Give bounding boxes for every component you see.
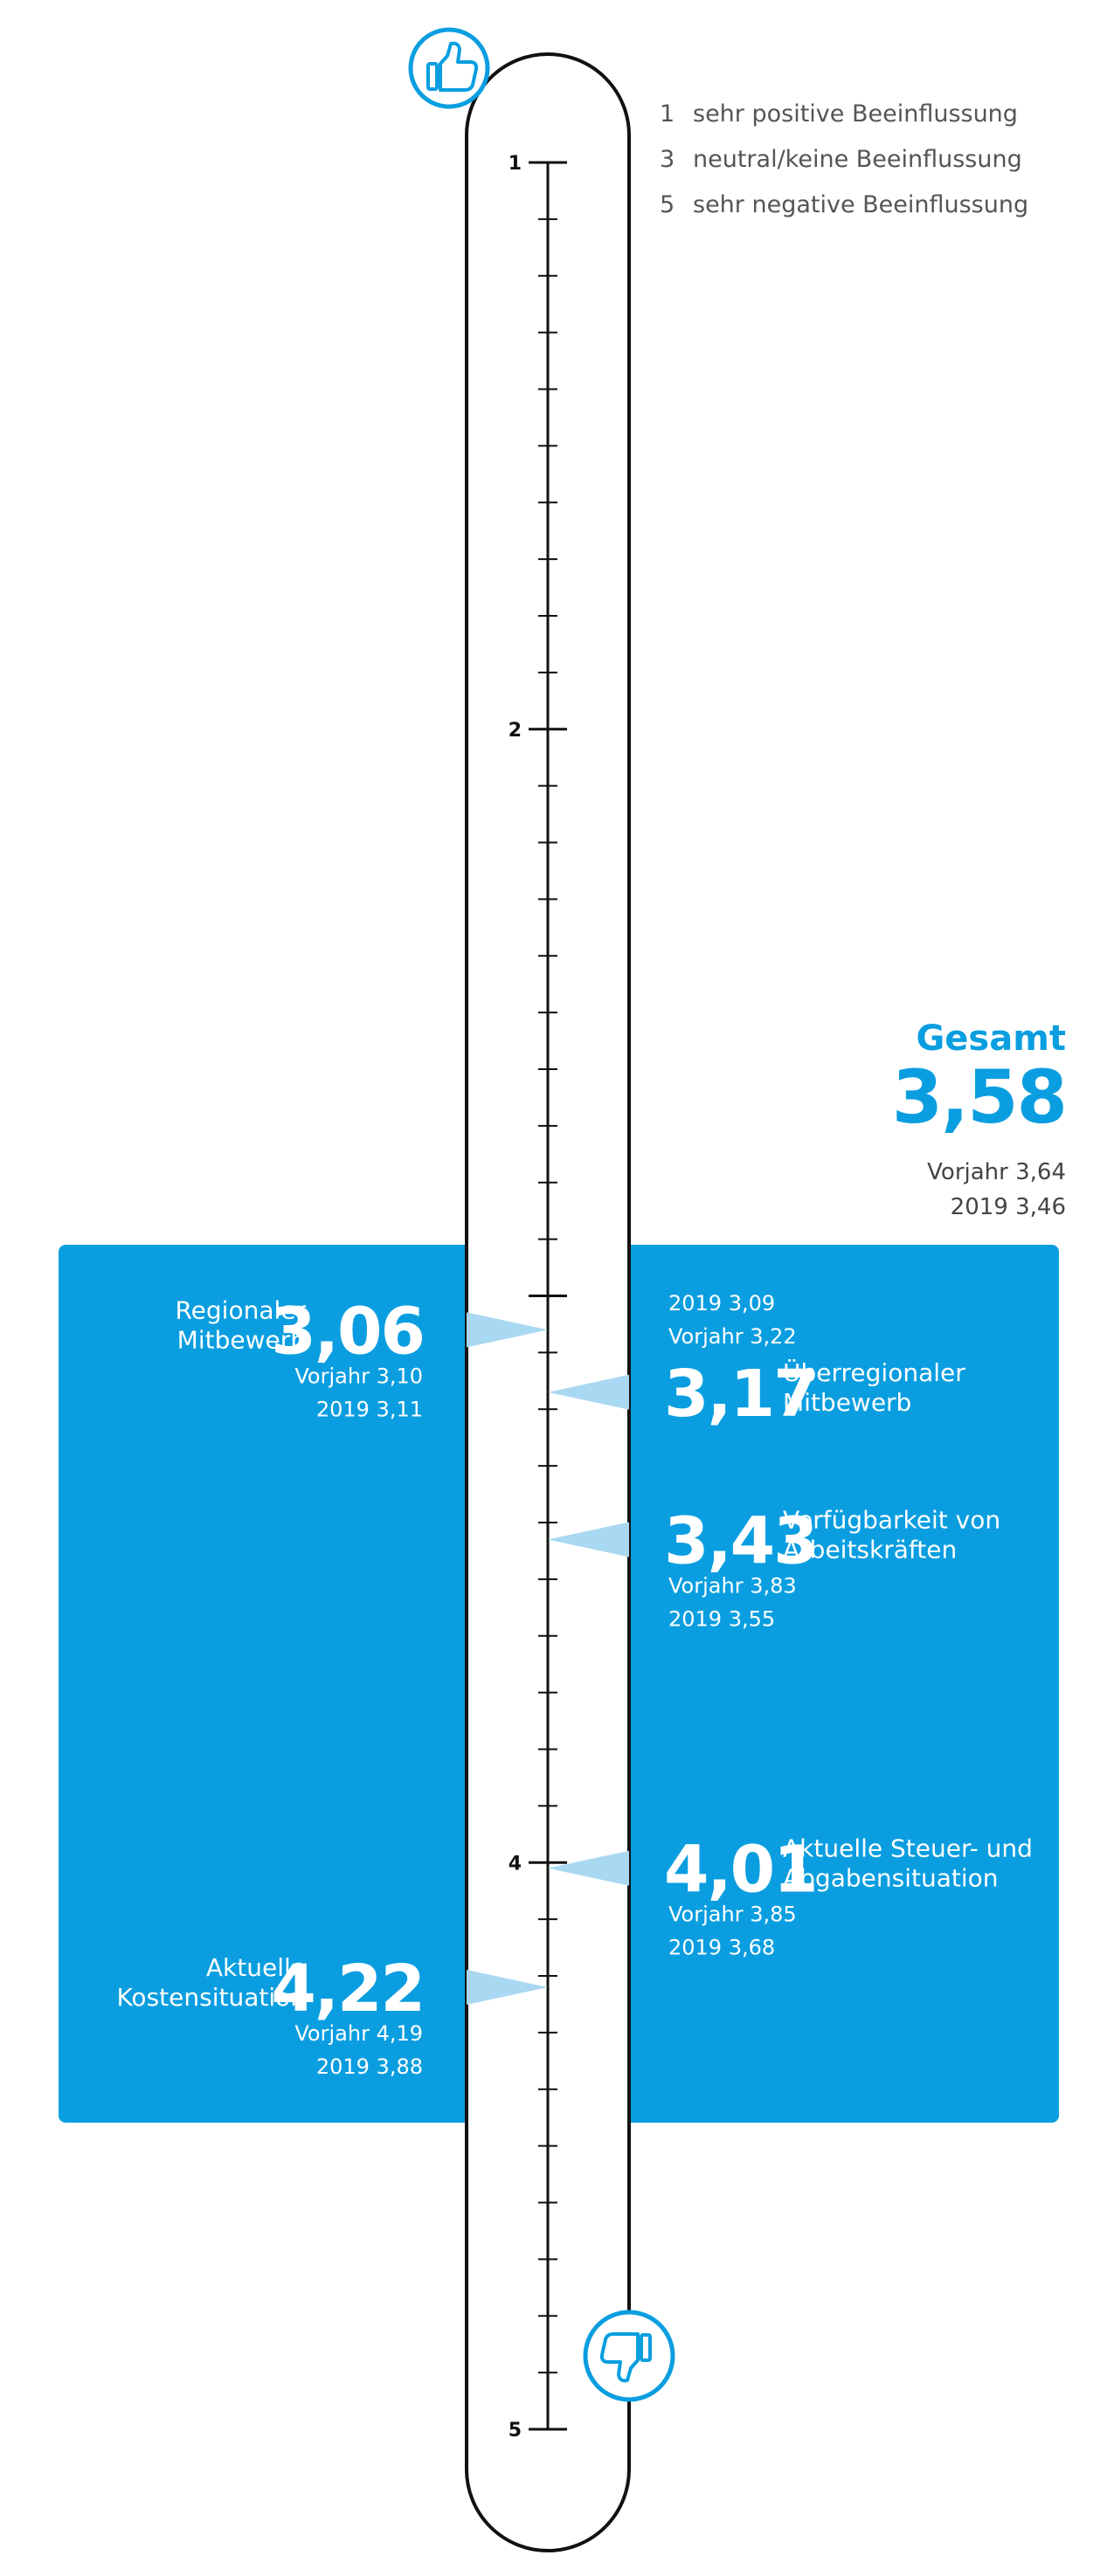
value-prev: Vorjahr 3,10 xyxy=(294,1364,423,1388)
value-number: 3,06 xyxy=(271,1294,424,1369)
legend-text-1: sehr positive Beeinflussung xyxy=(693,100,1018,128)
value-2019: 2019 3,68 xyxy=(668,1936,775,1960)
value-2019: 2019 3,55 xyxy=(668,1606,775,1631)
total-prev: Vorjahr 3,64 xyxy=(927,1159,1066,1185)
value-pointer xyxy=(467,1969,548,2005)
value-number: 4,01 xyxy=(664,1833,817,1908)
value-label-line: Abgabensituation xyxy=(783,1864,999,1893)
value-pointer xyxy=(548,1850,629,1886)
legend-text-3: neutral/keine Beeinflussung xyxy=(693,146,1022,173)
value-label-line: Kostensituation xyxy=(116,1983,306,2012)
legend-key-1: 1 xyxy=(660,100,675,128)
value-2019: 2019 3,88 xyxy=(316,2055,423,2079)
value-number: 3,17 xyxy=(664,1357,817,1432)
value-number: 3,43 xyxy=(664,1503,817,1578)
thumbs-down-icon xyxy=(583,2310,675,2402)
value-prev: Vorjahr 4,19 xyxy=(294,2021,423,2046)
legend-text-5: sehr negative Beeinflussung xyxy=(693,191,1028,218)
value-label-line: Aktuelle xyxy=(206,1953,306,1982)
value-pointer xyxy=(548,1374,629,1410)
value-2019: 2019 3,09 xyxy=(668,1291,775,1316)
value-label-line: Überregionaler xyxy=(783,1357,965,1387)
legend-key-5: 5 xyxy=(660,191,675,218)
value-label-line: Arbeitskräften xyxy=(783,1535,957,1564)
tick-label: 4 xyxy=(509,1853,522,1875)
value-prev: Vorjahr 3,85 xyxy=(668,1903,797,1927)
tick-label: 1 xyxy=(509,153,522,175)
total-label: Gesamt xyxy=(916,1019,1066,1059)
thumbs-up-icon xyxy=(408,27,490,109)
value-label-line: Mitbewerb xyxy=(783,1388,911,1417)
value-number: 4,22 xyxy=(271,1951,424,2027)
tick-label: 5 xyxy=(509,2420,522,2441)
value-label-line: Aktuelle Steuer- und xyxy=(783,1834,1033,1863)
value-2019: 2019 3,11 xyxy=(316,1397,423,1421)
value-label-line: Regionaler xyxy=(175,1295,306,1324)
tick-label: 2 xyxy=(509,720,522,742)
total-2019: 2019 3,46 xyxy=(951,1194,1066,1220)
value-label-line: Verfügbarkeit von xyxy=(783,1505,1000,1534)
value-label-line: Mitbewerb xyxy=(177,1325,306,1354)
scale-axis: 1 2 4 5 xyxy=(509,153,567,2441)
value-pointer xyxy=(548,1522,629,1557)
legend-key-3: 3 xyxy=(660,146,675,173)
value-pointer xyxy=(467,1312,548,1348)
total-value: 3,58 xyxy=(892,1054,1066,1140)
value-prev: Vorjahr 3,22 xyxy=(668,1324,797,1349)
value-prev: Vorjahr 3,83 xyxy=(668,1573,797,1598)
total-score: Gesamt 3,58 Vorjahr 3,64 2019 3,46 xyxy=(892,1019,1068,1220)
legend: 1 sehr positive Beeinflussung 3 neutral/… xyxy=(660,100,1028,218)
